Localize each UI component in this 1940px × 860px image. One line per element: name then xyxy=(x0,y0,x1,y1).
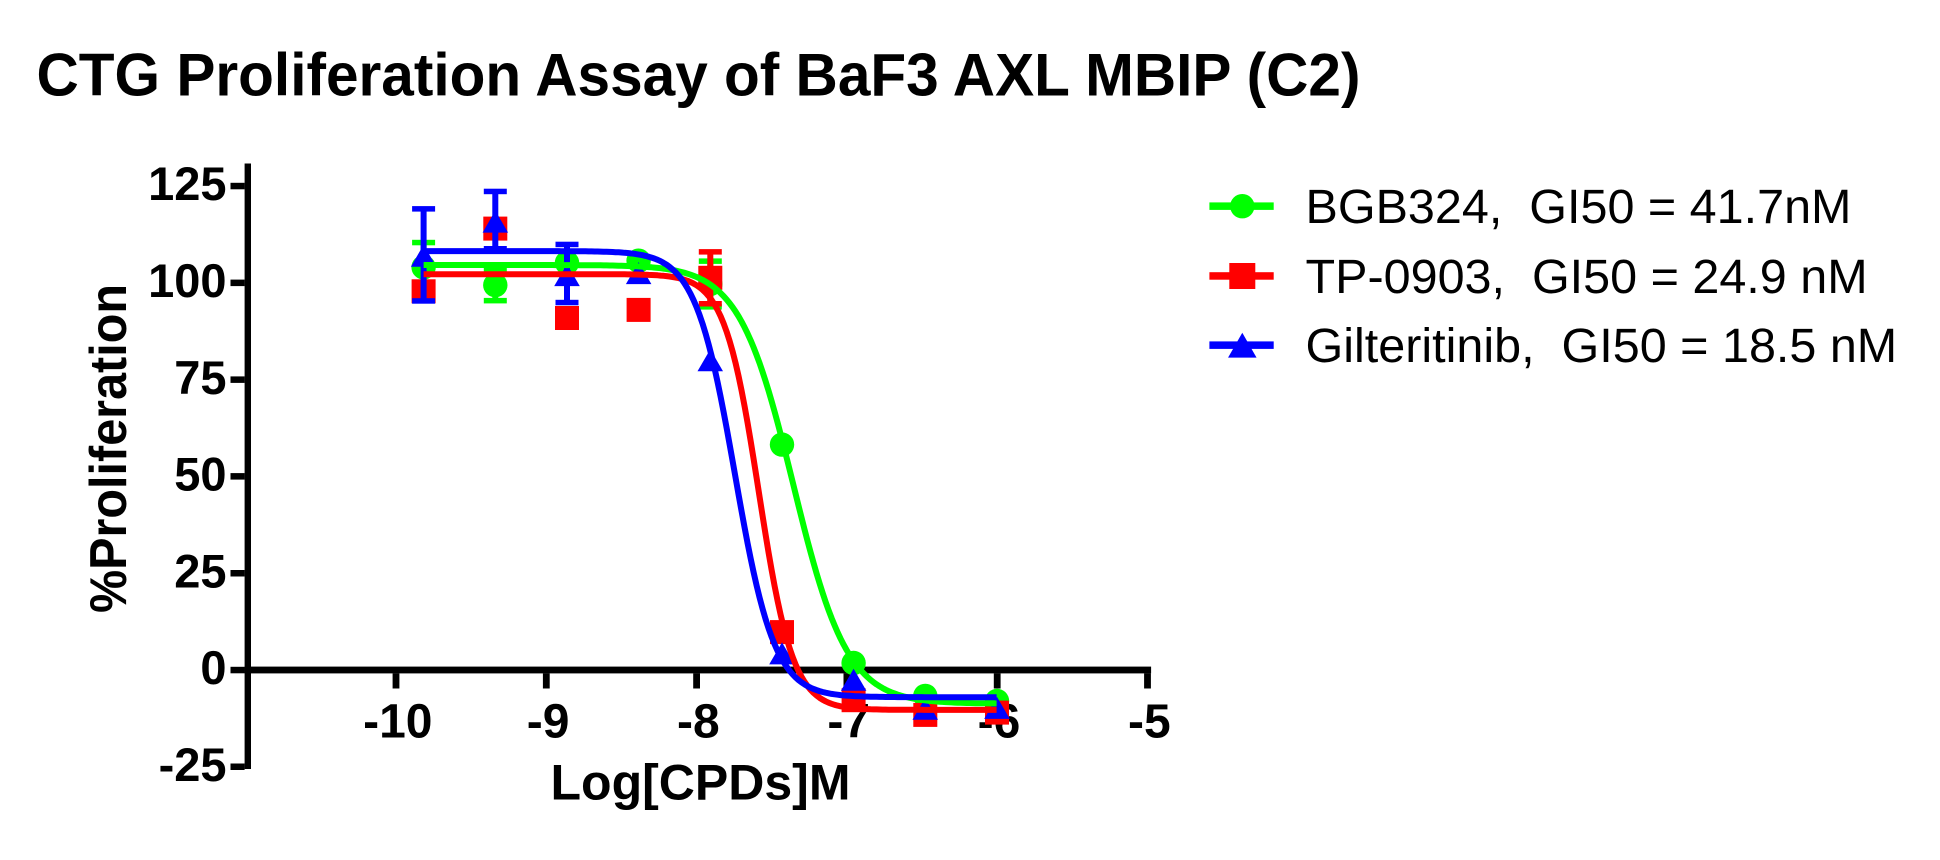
svg-text:-5: -5 xyxy=(1128,696,1171,749)
svg-text:0: 0 xyxy=(200,641,226,694)
svg-text:CTG Proliferation Assay of BaF: CTG Proliferation Assay of BaF3 AXL MBIP… xyxy=(37,42,1361,109)
svg-text:TP-0903, GI50 = 24.9 nM: TP-0903, GI50 = 24.9 nM xyxy=(1306,250,1868,304)
svg-text:125: 125 xyxy=(148,157,226,210)
svg-text:100: 100 xyxy=(148,254,226,307)
svg-text:75: 75 xyxy=(174,351,226,404)
svg-text:-9: -9 xyxy=(527,696,570,749)
svg-text:-10: -10 xyxy=(363,696,432,749)
svg-text:-25: -25 xyxy=(159,738,227,791)
svg-text:25: 25 xyxy=(174,544,226,597)
svg-text:Log[CPDs]M: Log[CPDs]M xyxy=(551,754,851,810)
svg-text:BGB324, GI50 = 41.7nM: BGB324, GI50 = 41.7nM xyxy=(1306,180,1852,234)
svg-text:50: 50 xyxy=(174,448,226,501)
svg-text:Gilteritinib, GI50 = 18.5 nM: Gilteritinib, GI50 = 18.5 nM xyxy=(1306,319,1898,373)
svg-text:%Proliferation: %Proliferation xyxy=(80,284,138,613)
svg-text:-8: -8 xyxy=(677,696,720,749)
